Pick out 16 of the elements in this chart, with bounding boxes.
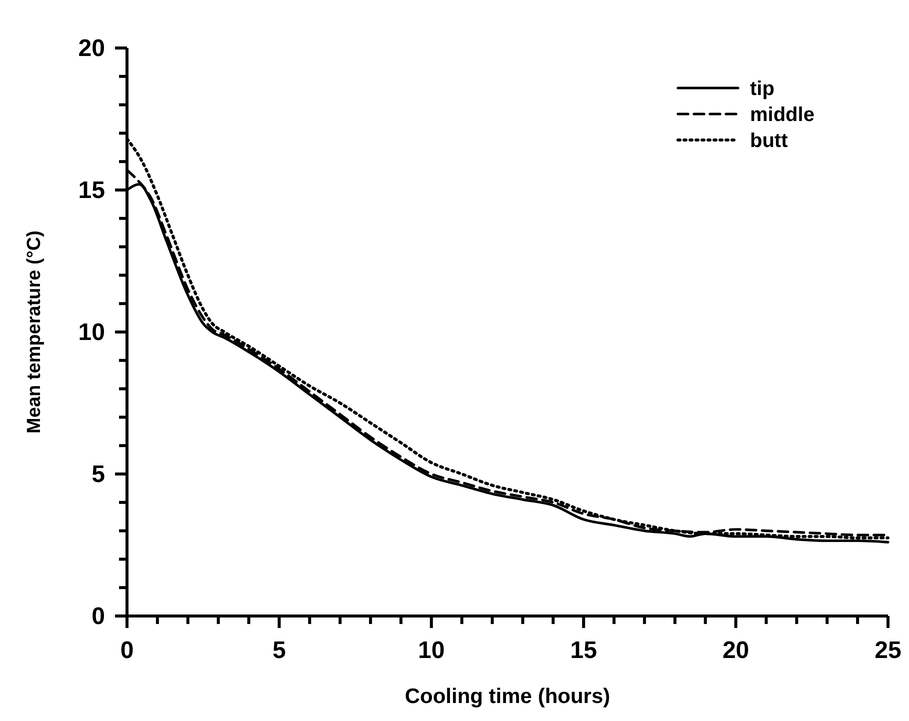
x-tick-label: 25 (874, 637, 902, 664)
legend-label: butt (750, 130, 788, 152)
legend-label: middle (750, 104, 814, 126)
x-tick-label: 15 (570, 637, 597, 664)
y-tick-label: 5 (92, 461, 105, 488)
x-tick-label: 20 (722, 637, 750, 664)
y-axis-title: Mean temperature (°C) (24, 230, 45, 434)
y-tick-label: 10 (78, 319, 105, 346)
legend-label: tip (750, 78, 774, 100)
y-tick-label: 0 (92, 603, 105, 630)
y-tick-label: 20 (78, 35, 105, 62)
x-tick-label: 10 (418, 637, 445, 664)
x-tick-label: 5 (272, 637, 286, 664)
x-tick-label: 0 (120, 637, 134, 664)
x-axis-title: Cooling time (hours) (404, 685, 610, 708)
y-tick-label: 15 (78, 177, 105, 204)
